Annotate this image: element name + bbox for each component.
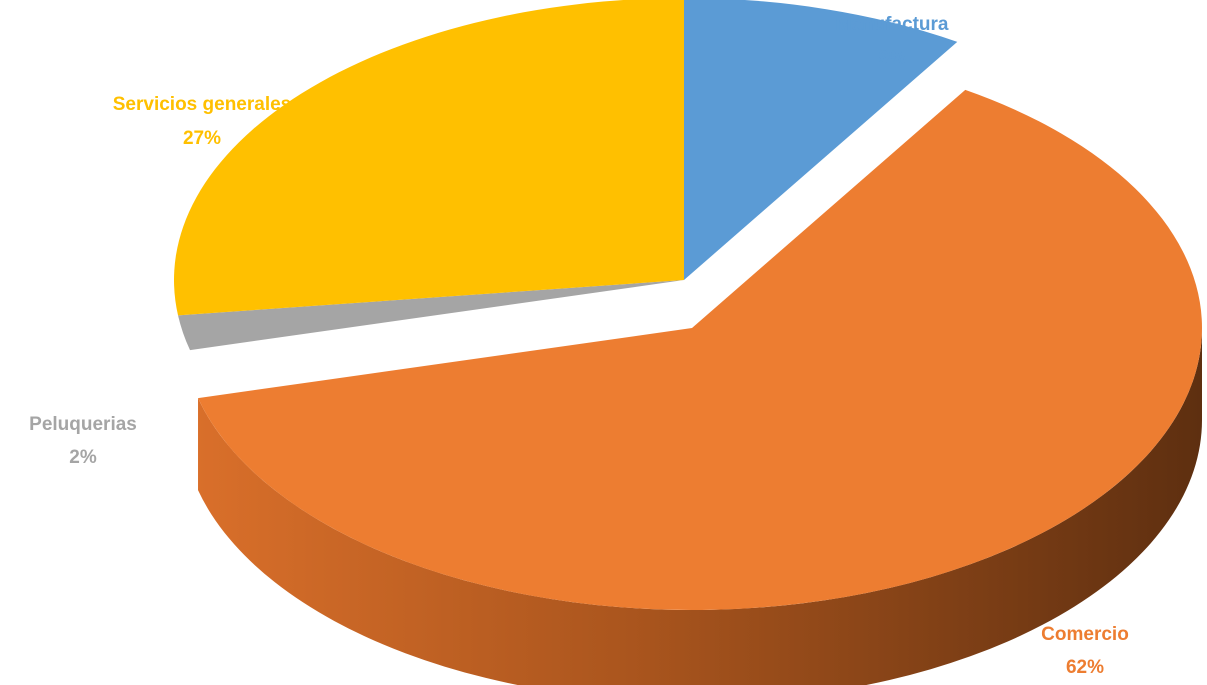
slice-label-servicios-generales: Servicios generales [113,94,292,115]
slice-label-peluquerias: Peluquerias [29,414,137,435]
pie-slice-peluquerias [178,280,685,351]
pie-side-comercio [198,328,1202,685]
slice-label-comercio: Comercio [1041,624,1129,645]
pie-slice-comercio [198,89,1202,610]
slice-label-manufactura: Manufactura [836,14,949,35]
slice-value-peluquerias: 2% [69,447,97,468]
pie-slice-servicios-generales [174,0,684,316]
slice-value-servicios-generales: 27% [183,128,221,149]
slice-value-comercio: 62% [1066,657,1104,678]
slice-value-manufactura: 9% [878,48,906,69]
pie-slice-manufactura [684,0,958,280]
